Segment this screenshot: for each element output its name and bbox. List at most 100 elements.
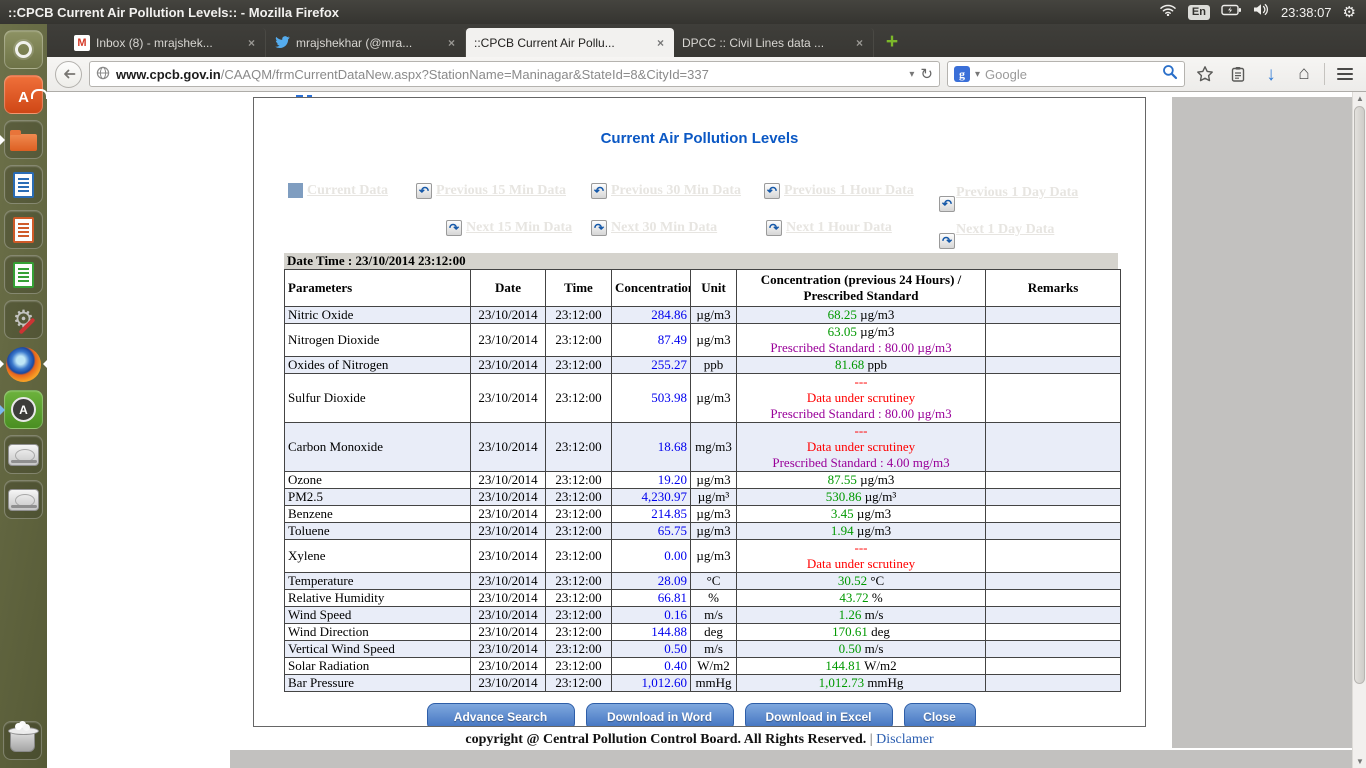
- menu-icon[interactable]: [1332, 61, 1358, 87]
- conc-cell: 214.85: [611, 505, 691, 523]
- search-magnifier-icon[interactable]: [1162, 64, 1178, 85]
- time-cell: 23:12:00: [545, 589, 612, 607]
- footer-separator: |: [869, 732, 873, 747]
- libreoffice-calc[interactable]: [4, 255, 43, 294]
- unit-cell: µg/m3: [690, 505, 737, 523]
- page-scrollbar[interactable]: ▲ ▼: [1352, 92, 1366, 768]
- unit-cell: mmHg: [690, 674, 737, 692]
- time-cell: 23:12:00: [545, 373, 612, 423]
- page-side-panel: [1172, 97, 1352, 748]
- wifi-icon[interactable]: [1159, 3, 1177, 21]
- url-dropdown-icon[interactable]: ▾: [909, 68, 915, 80]
- nav-link-next-1-day-data[interactable]: ↷ Next 1 Day Data: [939, 220, 1054, 249]
- nav-row1: Current Data ↶ Previous 15 Min Data ↶ Previo…: [254, 183, 1145, 213]
- unit-cell: µg/m³: [690, 488, 737, 506]
- search-engine-dropdown-icon[interactable]: ▾: [975, 68, 981, 80]
- nav-link-previous-1-hour-data[interactable]: ↶ Previous 1 Hour Data: [764, 183, 914, 199]
- time-cell: 23:12:00: [545, 422, 612, 472]
- libreoffice-impress[interactable]: [4, 210, 43, 249]
- param-cell: Temperature: [284, 572, 471, 590]
- tab-cpcb[interactable]: ::CPCB Current Air Pollu... ×: [466, 28, 674, 57]
- param-cell: Bar Pressure: [284, 674, 471, 692]
- pollution-table: Parameters Date Time Concentration Unit Conce…: [284, 269, 1121, 692]
- nav-link-next-30-min-data[interactable]: ↷ Next 30 Min Data: [591, 220, 717, 236]
- ubuntu-logo-icon: [15, 41, 32, 58]
- disk-drive-2[interactable]: [4, 480, 43, 519]
- remarks-cell: [985, 623, 1121, 641]
- url-domain: www.cpcb.gov.in: [116, 66, 221, 82]
- download-in-excel-button[interactable]: Download in Excel: [744, 703, 893, 726]
- google-engine-icon[interactable]: g: [954, 66, 970, 82]
- table-row: Carbon Monoxide 23/10/2014 23:12:00 18.68 mg…: [284, 422, 1121, 472]
- software-updater[interactable]: A: [0, 390, 43, 429]
- keyboard-layout-badge[interactable]: En: [1187, 4, 1210, 20]
- conc-cell: 0.16: [611, 606, 691, 624]
- system-settings[interactable]: ⚙: [4, 300, 43, 339]
- date-cell: 23/10/2014: [470, 356, 546, 374]
- advance-search-button[interactable]: Advance Search: [426, 703, 575, 726]
- prev24-cell: --- Data under scrutiney Prescribed Standa…: [736, 422, 986, 472]
- tab-dpcc[interactable]: DPCC :: Civil Lines data ... ×: [674, 28, 874, 57]
- scroll-up-icon[interactable]: ▲: [1356, 94, 1364, 103]
- running-indicator: [0, 359, 4, 369]
- time-cell: 23:12:00: [545, 323, 612, 357]
- nav-link-previous-1-day-data[interactable]: ↶ Previous 1 Day Data: [939, 183, 1078, 212]
- prev24-cell: 530.86 µg/m³: [736, 488, 986, 506]
- hard-disk-icon: [8, 443, 39, 466]
- date-cell: 23/10/2014: [470, 606, 546, 624]
- tab-inbox[interactable]: M Inbox (8) - mrajshek... ×: [66, 28, 266, 57]
- tab-twitter[interactable]: mrajshekhar (@mra... ×: [266, 28, 466, 57]
- date-cell: 23/10/2014: [470, 488, 546, 506]
- table-row: Xylene 23/10/2014 23:12:00 0.00 µg/m3 --- Data…: [284, 539, 1121, 573]
- bookmarks-menu-icon[interactable]: [1225, 61, 1251, 87]
- clock[interactable]: 23:38:07: [1280, 4, 1332, 20]
- tab-close-icon[interactable]: ×: [656, 35, 664, 50]
- bookmark-star-icon[interactable]: [1192, 61, 1218, 87]
- session-gear-icon[interactable]: ⚙: [1342, 3, 1356, 21]
- content-frame: Current Air Pollution Levels Current Dat…: [253, 97, 1146, 727]
- trash[interactable]: [3, 721, 42, 760]
- volume-icon[interactable]: [1253, 3, 1270, 21]
- url-bar[interactable]: www.cpcb.gov.in/CAAQM/frmCurrentDataNew.…: [89, 61, 940, 87]
- nav-link-previous-15-min-data[interactable]: ↶ Previous 15 Min Data: [416, 183, 566, 199]
- back-button[interactable]: [55, 60, 82, 88]
- new-tab-button[interactable]: +: [885, 30, 899, 53]
- unity-launcher: A ⚙ A: [0, 24, 48, 768]
- scrollbar-thumb[interactable]: [1354, 106, 1365, 684]
- ubuntu-software-center[interactable]: A: [4, 75, 48, 114]
- tab-close-icon[interactable]: ×: [247, 35, 255, 50]
- tab-close-icon[interactable]: ×: [447, 35, 455, 50]
- prev24-cell: 170.61 deg: [736, 623, 986, 641]
- copyright-text: copyright @ Central Pollution Control Bo…: [465, 732, 867, 747]
- libreoffice-writer[interactable]: [4, 165, 43, 204]
- prev24-cell: 1,012.73 mmHg: [736, 674, 986, 692]
- url-path: /CAAQM/frmCurrentDataNew.aspx?StationNam…: [220, 66, 709, 82]
- download-in-word-button[interactable]: Download in Word: [585, 703, 734, 726]
- firefox-icon: [6, 347, 41, 382]
- home-icon[interactable]: ⌂: [1298, 63, 1310, 84]
- close-button[interactable]: Close: [903, 703, 976, 726]
- downloads-icon[interactable]: ↓: [1266, 63, 1276, 85]
- remarks-cell: [985, 522, 1121, 540]
- param-cell: Nitric Oxide: [284, 306, 471, 324]
- nav-link-next-1-hour-data[interactable]: ↷ Next 1 Hour Data: [766, 220, 892, 236]
- table-row: Bar Pressure 23/10/2014 23:12:00 1,012.60 mm…: [284, 674, 1121, 692]
- reload-icon[interactable]: ↻: [920, 66, 933, 83]
- disk-drive-1[interactable]: [4, 435, 43, 474]
- nav-link-next-15-min-data[interactable]: ↷ Next 15 Min Data: [446, 220, 572, 236]
- time-cell: 23:12:00: [545, 505, 612, 523]
- disclaimer-link[interactable]: Disclamer: [876, 732, 934, 747]
- nav-link-current-data[interactable]: Current Data: [288, 183, 388, 199]
- scroll-down-icon[interactable]: ▼: [1356, 757, 1364, 766]
- battery-icon[interactable]: [1221, 3, 1242, 21]
- tab-close-icon[interactable]: ×: [855, 35, 863, 50]
- remarks-cell: [985, 572, 1121, 590]
- dash-home[interactable]: [4, 30, 43, 69]
- next-arrow-icon: ↷: [939, 233, 955, 249]
- nav-link-previous-30-min-data[interactable]: ↶ Previous 30 Min Data: [591, 183, 741, 199]
- system-tray: En 23:38:07 ⚙: [1159, 3, 1366, 21]
- search-bar[interactable]: g ▾ Google: [947, 61, 1185, 87]
- time-cell: 23:12:00: [545, 471, 612, 489]
- firefox[interactable]: [0, 345, 48, 384]
- files[interactable]: [0, 120, 43, 159]
